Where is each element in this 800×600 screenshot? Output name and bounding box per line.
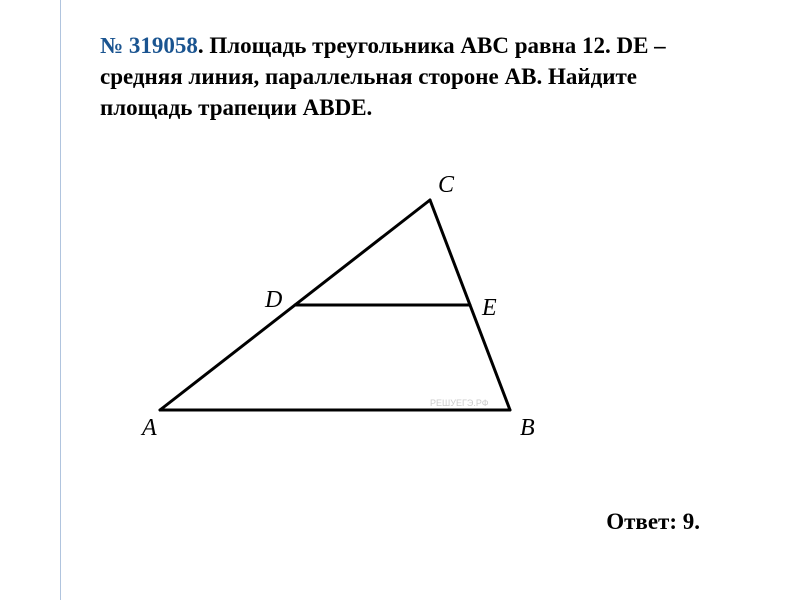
answer-text: Ответ: 9. (606, 509, 700, 535)
diagram-svg (140, 180, 570, 440)
vertex-D: D (265, 287, 282, 314)
vertex-B: B (520, 415, 535, 442)
problem-statement: № 319058. Площадь треугольника ABC равна… (100, 30, 720, 123)
triangle-edges (160, 200, 510, 410)
problem-number: № 319058 (100, 33, 198, 58)
vertex-C: C (438, 172, 454, 199)
watermark-text: РЕШУЕГЭ.РФ (430, 398, 489, 408)
margin-line (60, 0, 61, 600)
problem-content: № 319058. Площадь треугольника ABC равна… (100, 30, 720, 123)
triangle-diagram: ABCDE РЕШУЕГЭ.РФ (140, 180, 570, 440)
vertex-A: A (142, 415, 157, 442)
vertex-E: E (482, 295, 497, 322)
